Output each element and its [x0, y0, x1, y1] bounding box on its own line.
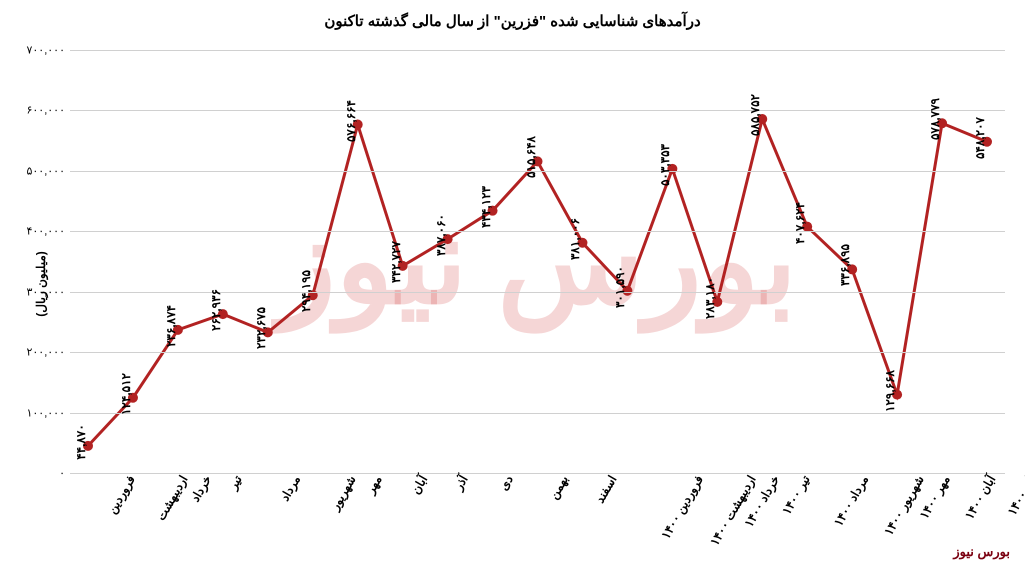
x-tick-label: اسفند: [593, 473, 615, 502]
x-tick-label: مرداد: [277, 473, 297, 500]
y-axis-label: (میلیون ریال): [34, 251, 48, 317]
x-tick-label: خرداد: [188, 473, 209, 501]
data-value-label: ۳۴۲,۷۲۷: [389, 241, 403, 283]
y-tick-label: ۰: [10, 467, 65, 480]
footer-brand: بورس نیوز: [953, 544, 1010, 560]
x-tick-label: بهمن: [546, 473, 565, 499]
data-value-label: ۱۲۹,۶۶۸: [883, 370, 897, 412]
grid-line: [70, 110, 1005, 111]
y-tick-label: ۳۰۰,۰۰۰: [10, 285, 65, 298]
data-value-label: ۵۸۵,۷۵۲: [748, 94, 762, 136]
grid-line: [70, 352, 1005, 353]
y-tick-label: ۴۰۰,۰۰۰: [10, 225, 65, 238]
x-tick-label: شهریور ۱۴۰۰: [881, 473, 921, 535]
x-tick-label: تیر: [226, 473, 240, 489]
data-value-label: ۵۱۵,۶۴۸: [524, 136, 538, 178]
data-value-label: ۲۸۳,۱۸۰: [703, 277, 717, 319]
data-value-label: ۴۴,۸۷۰: [74, 424, 88, 460]
data-value-label: ۲۹۴,۱۹۵: [299, 270, 313, 312]
y-tick-label: ۲۰۰,۰۰۰: [10, 346, 65, 359]
data-value-label: ۴۳۴,۱۲۳: [479, 186, 493, 228]
x-tick-label: مرداد ۱۴۰۰: [831, 473, 866, 526]
data-value-label: ۲۳۶,۸۷۴: [164, 305, 178, 347]
line-chart-svg: [70, 50, 1005, 473]
grid-line: [70, 473, 1005, 474]
data-value-label: ۳۳۶,۸۹۵: [838, 244, 852, 286]
x-tick-label: فروردین: [105, 473, 133, 513]
grid-line: [70, 413, 1005, 414]
data-value-label: ۱۲۴,۵۱۲: [119, 373, 133, 415]
y-tick-label: ۷۰۰,۰۰۰: [10, 44, 65, 57]
data-value-label: ۳۸۷,۰۶۰: [434, 214, 448, 256]
x-tick-label: مهر: [363, 473, 379, 493]
data-value-label: ۲۶۲,۹۳۶: [209, 289, 223, 331]
x-tick-label: فروردین ۱۴۰۰: [659, 473, 701, 538]
x-tick-label: تیر ۱۴۰۰: [780, 473, 808, 514]
x-tick-label: اردیبهشت: [154, 473, 186, 520]
x-tick-label: آبان ۱۴۰۰: [962, 473, 993, 519]
plot-area: بورس نیوز ۰۱۰۰,۰۰۰۲۰۰,۰۰۰۳۰۰,۰۰۰۴۰۰,۰۰۰۵…: [70, 50, 1005, 473]
chart-title: درآمدهای شناسایی شده "فزرین" از سال مالی…: [0, 0, 1025, 30]
x-tick-label: شهریور: [328, 473, 354, 510]
chart-container: درآمدهای شناسایی شده "فزرین" از سال مالی…: [0, 0, 1025, 568]
x-tick-label: آبان: [408, 473, 425, 494]
y-tick-label: ۱۰۰,۰۰۰: [10, 406, 65, 419]
grid-line: [70, 50, 1005, 51]
data-value-label: ۵۰۳,۳۵۳: [658, 144, 672, 186]
grid-line: [70, 231, 1005, 232]
y-tick-label: ۵۰۰,۰۰۰: [10, 164, 65, 177]
data-value-label: ۳۰۱,۵۹۰: [613, 266, 627, 308]
x-tick-label: دی: [496, 473, 510, 490]
data-value-label: ۲۳۲,۶۷۵: [254, 307, 268, 349]
data-value-label: ۵۷۶,۶۶۴: [344, 100, 358, 142]
x-tick-label: اردیبهشت ۱۴۰۰: [708, 473, 754, 545]
y-tick-label: ۶۰۰,۰۰۰: [10, 104, 65, 117]
data-value-label: ۵۴۸,۲۰۷: [973, 117, 987, 159]
data-value-label: ۳۸۱,۰۰۶: [568, 218, 582, 260]
data-value-label: ۵۷۸,۷۷۹: [928, 98, 942, 140]
x-tick-label: آذر: [451, 473, 465, 490]
data-value-label: ۴۰۷,۶۲۴: [793, 202, 807, 244]
x-tick-label: آذر ۱۴۰۰: [1005, 473, 1025, 515]
